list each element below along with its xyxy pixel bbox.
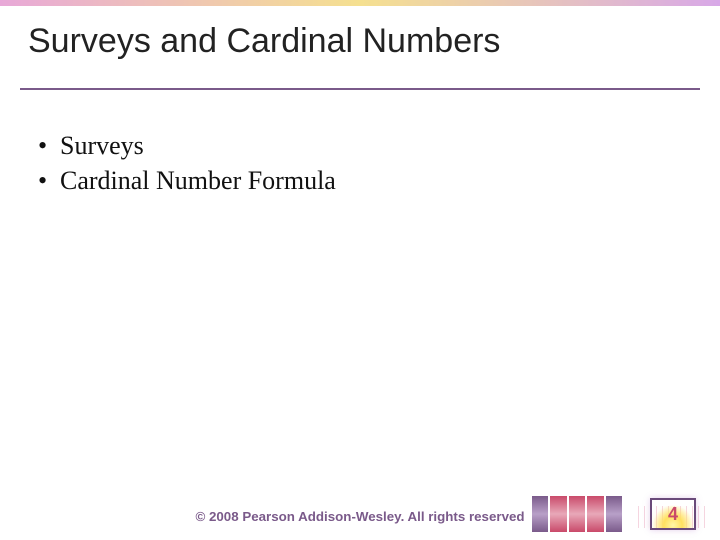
list-item: Surveys	[38, 128, 336, 163]
stripe-bar	[606, 496, 622, 532]
stripe-bar	[587, 496, 603, 532]
stripe-bar	[532, 496, 548, 532]
page-number: 4	[668, 504, 678, 525]
title-underline	[20, 88, 700, 90]
footer-stripes-icon	[532, 496, 622, 532]
stripe-bar	[569, 496, 585, 532]
slide-title: Surveys and Cardinal Numbers	[28, 22, 500, 61]
page-number-box: 4	[650, 498, 696, 530]
slide-top-border	[0, 0, 720, 540]
stripe-bar	[550, 496, 566, 532]
bullet-list: Surveys Cardinal Number Formula	[38, 128, 336, 198]
list-item: Cardinal Number Formula	[38, 163, 336, 198]
